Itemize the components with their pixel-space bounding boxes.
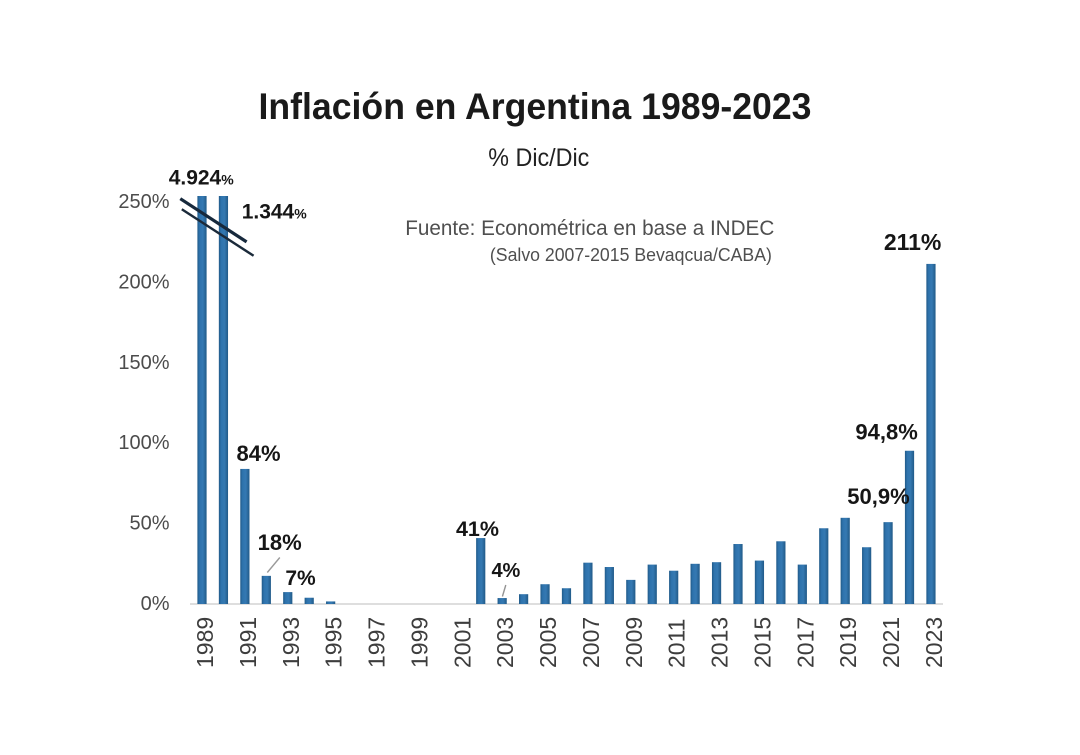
svg-text:2009: 2009: [621, 617, 647, 668]
svg-text:1993: 1993: [278, 617, 304, 668]
svg-text:1.344%: 1.344%: [242, 201, 308, 224]
svg-text:2003: 2003: [492, 617, 518, 668]
svg-text:4.924%: 4.924%: [169, 167, 235, 190]
svg-text:Fuente: Econométrica en base a: Fuente: Econométrica en base a INDEC: [405, 217, 774, 240]
svg-text:2015: 2015: [749, 617, 775, 668]
svg-text:100%: 100%: [118, 432, 169, 454]
svg-text:50%: 50%: [129, 513, 169, 535]
svg-text:2019: 2019: [835, 617, 861, 668]
svg-text:2007: 2007: [578, 617, 604, 668]
svg-text:2023: 2023: [921, 617, 947, 668]
svg-text:211%: 211%: [884, 229, 942, 255]
svg-text:% Dic/Dic: % Dic/Dic: [488, 144, 589, 172]
svg-text:2017: 2017: [792, 617, 818, 668]
svg-text:41%: 41%: [456, 517, 499, 541]
svg-text:84%: 84%: [236, 441, 280, 466]
svg-text:94,8%: 94,8%: [855, 420, 917, 445]
svg-text:2005: 2005: [535, 617, 561, 668]
svg-text:2011: 2011: [664, 619, 690, 668]
svg-text:1989: 1989: [192, 617, 218, 668]
svg-text:1997: 1997: [364, 617, 390, 668]
svg-text:1991: 1991: [235, 617, 261, 668]
svg-text:0%: 0%: [141, 593, 170, 615]
svg-text:18%: 18%: [258, 530, 302, 555]
svg-text:200%: 200%: [118, 271, 169, 293]
svg-text:2001: 2001: [449, 617, 475, 668]
svg-text:(Salvo 2007-2015 Bevaqcua/CABA: (Salvo 2007-2015 Bevaqcua/CABA): [490, 245, 772, 265]
svg-text:50,9%: 50,9%: [847, 484, 909, 509]
svg-text:2013: 2013: [707, 617, 733, 668]
svg-text:1999: 1999: [406, 617, 432, 668]
svg-text:1995: 1995: [321, 617, 347, 668]
svg-text:7%: 7%: [285, 567, 316, 590]
svg-text:4%: 4%: [491, 560, 520, 582]
svg-text:2021: 2021: [878, 617, 904, 668]
svg-text:Inflación en Argentina 1989-20: Inflación en Argentina 1989-2023: [259, 86, 812, 127]
svg-text:250%: 250%: [118, 191, 169, 213]
svg-text:150%: 150%: [118, 352, 169, 374]
